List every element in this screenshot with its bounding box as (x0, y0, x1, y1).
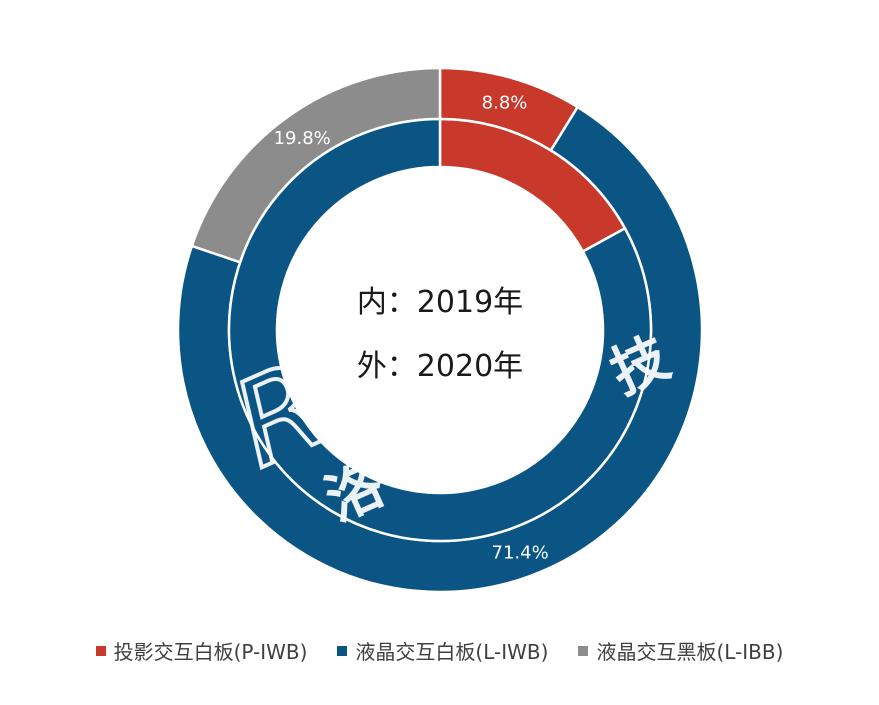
legend-item-p-iwb: 投影交互白板(P-IWB) (95, 636, 308, 665)
legend-item-l-iwb: 液晶交互白板(L-IWB) (337, 636, 548, 665)
legend-swatch-p-iwb (95, 645, 106, 656)
legend-label-l-iwb: 液晶交互白板(L-IWB) (355, 640, 549, 664)
legend-swatch-l-ibb (578, 645, 589, 656)
legend-label-p-iwb: 投影交互白板(P-IWB) (113, 640, 308, 664)
inner-slice-l-iwb (227, 117, 653, 543)
value-labels: 8.8% 71.4% 19.8% (274, 92, 549, 563)
value-label-l-iwb: 71.4% (492, 543, 549, 564)
legend: 投影交互白板(P-IWB) 液晶交互白板(L-IWB) 液晶交互黑板(L-IBB… (0, 636, 879, 665)
value-label-l-ibb: 19.8% (274, 128, 331, 149)
legend-swatch-l-iwb (337, 645, 348, 656)
value-label-p-iwb: 8.8% (482, 92, 528, 113)
center-label-outer: 外：2020年 (357, 349, 523, 384)
inner-ring-2019 (227, 117, 653, 543)
center-label-inner: 内：2019年 (357, 285, 523, 320)
legend-label-l-ibb: 液晶交互黑板(L-IBB) (596, 640, 784, 664)
legend-item-l-ibb: 液晶交互黑板(L-IBB) (578, 636, 783, 665)
